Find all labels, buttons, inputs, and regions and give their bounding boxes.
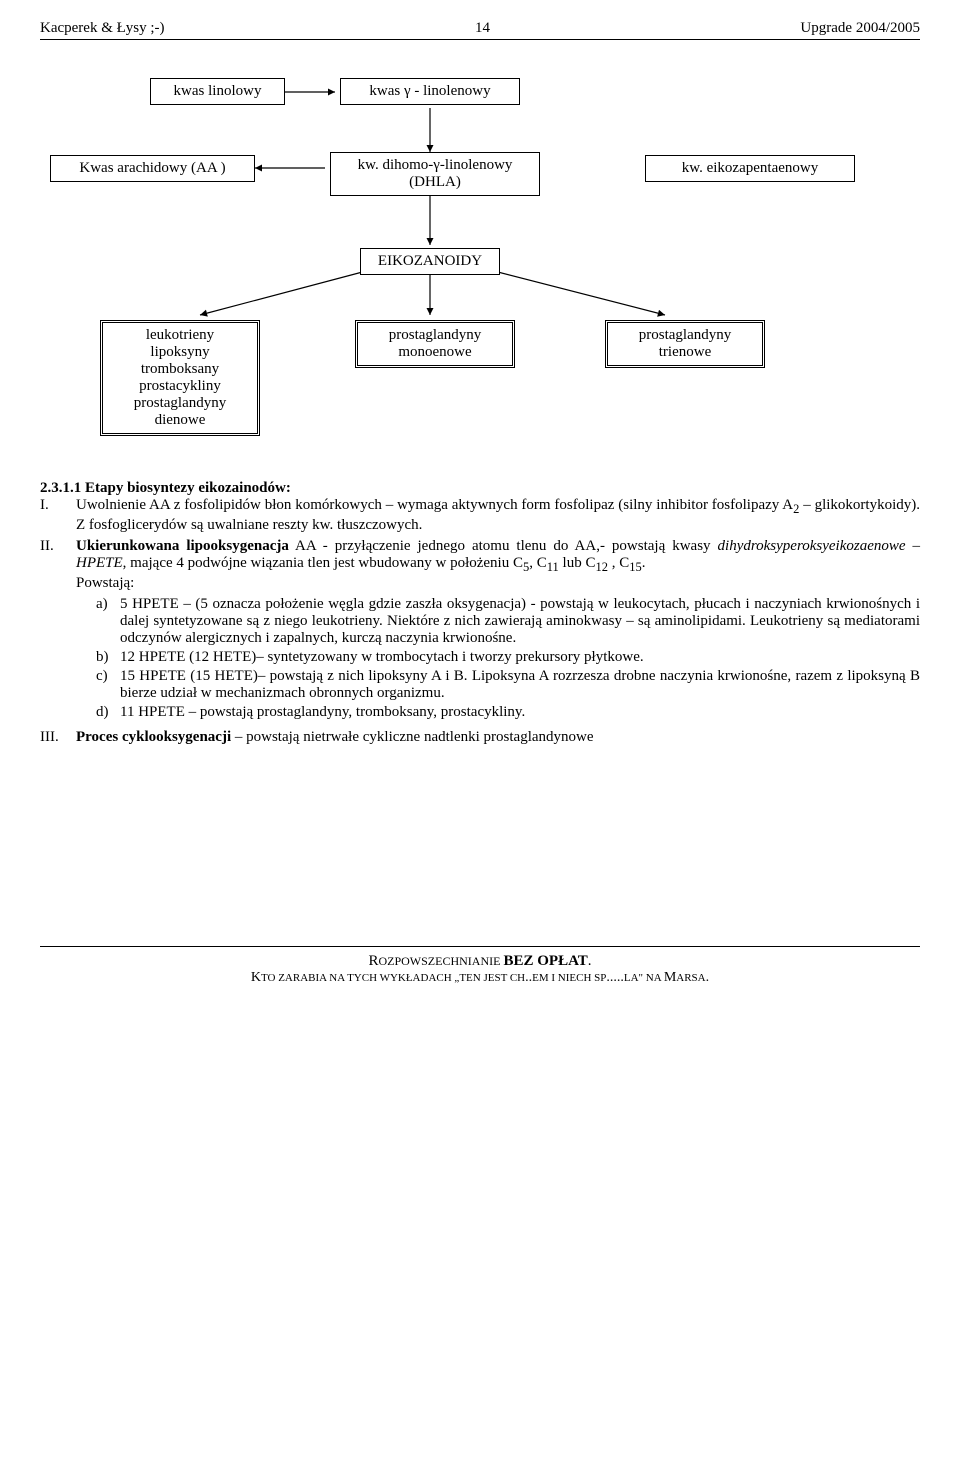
f1-c: BEZ OPŁAT <box>503 953 587 969</box>
item-b: b) 12 HPETE (12 HETE)– syntetyzowany w t… <box>96 649 920 666</box>
label-II: II. <box>40 538 76 725</box>
text-II-s4: 15 <box>629 560 642 574</box>
text-II-powstaja: Powstają: <box>76 575 920 592</box>
label-III: III. <box>40 729 76 746</box>
text-II-a: AA - przyłączenie jednego atomu tlenu do… <box>289 538 718 554</box>
content-c: 15 HPETE (15 HETE)– powstają z nich lipo… <box>120 668 920 702</box>
text-II-s2: 11 <box>547 560 559 574</box>
label-prostaglandyny-3: prostaglandyny <box>616 327 754 344</box>
label-I: I. <box>40 497 76 534</box>
text-II-m1: , C <box>529 555 547 571</box>
label-prostacykliny: prostacykliny <box>111 378 249 395</box>
text-II-bold: Ukierunkowana lipooksygenacja <box>76 538 289 554</box>
item-III: III. Proces cyklooksygenacji – powstają … <box>40 729 920 746</box>
text-II-b: , mające 4 podwójne wiązania tlen jest w… <box>123 555 523 571</box>
box-leukotrieny-group: leukotrieny lipoksyny tromboksany prosta… <box>100 320 260 436</box>
f2-a: K <box>251 970 261 985</box>
label-lipoksyny: lipoksyny <box>111 344 249 361</box>
box-dhla: kw. dihomo-γ-linolenowy (DHLA) <box>330 152 540 196</box>
label-trienowe: trienowe <box>616 344 754 361</box>
f1-d: . <box>588 953 592 969</box>
box-prostaglandyny-monoenowe: prostaglandyny monoenowe <box>355 320 515 368</box>
label-monoenowe: monoenowe <box>366 344 504 361</box>
content-III: Proces cyklooksygenacji – powstają nietr… <box>76 729 920 746</box>
label-kwas-arachidowy: Kwas arachidowy (AA ) <box>79 160 225 176</box>
label-c: c) <box>96 668 120 702</box>
label-b: b) <box>96 649 120 666</box>
f2-c: TEN JEST CH <box>459 972 525 984</box>
content-II: Ukierunkowana lipooksygenacja AA - przył… <box>76 538 920 725</box>
f2-i: M <box>664 970 676 985</box>
box-kwas-arachidowy: Kwas arachidowy (AA ) <box>50 155 255 182</box>
footer-line2: KTO ZARABIA NA TYCH WYKŁADACH „TEN JEST … <box>40 970 920 986</box>
label-tromboksany: tromboksany <box>111 361 249 378</box>
section-title: 2.3.1.1 Etapy biosyntezy eikozainodów: <box>40 480 920 497</box>
f2-f: ..... <box>606 970 624 985</box>
f2-b: TO ZARABIA NA TYCH WYKŁADACH „ <box>261 972 459 984</box>
header-right: Upgrade 2004/2005 <box>800 20 920 37</box>
item-c: c) 15 HPETE (15 HETE)– powstają z nich l… <box>96 668 920 702</box>
f2-g: LA" <box>624 972 646 984</box>
label-a: a) <box>96 596 120 647</box>
header-left: Kacperek & Łysy ;-) <box>40 20 165 37</box>
item-I: I. Uwolnienie AA z fosfolipidów błon kom… <box>40 497 920 534</box>
text-II-s3: 12 <box>595 560 608 574</box>
label-dhla-l1: kw. dihomo-γ-linolenowy <box>339 157 531 174</box>
box-eikozapentaenowy: kw. eikozapentaenowy <box>645 155 855 182</box>
label-kwas-linolowy: kwas linolowy <box>174 83 262 99</box>
label-dhla-l2: (DHLA) <box>339 174 531 191</box>
flow-diagram: kwas linolowy kwas γ - linolenowy Kwas a… <box>40 70 920 460</box>
f2-j: ARSA <box>676 972 705 984</box>
f1-b: OZPOWSZECHNIANIE <box>378 954 503 968</box>
text-II-end: . <box>642 555 646 571</box>
text-III-plain: – powstają nietrwałe cykliczne nadtlenki… <box>231 729 593 745</box>
text-II-m3: , C <box>608 555 629 571</box>
header-center: 14 <box>475 20 490 37</box>
label-prostaglandyny-1: prostaglandyny <box>111 395 249 412</box>
roman-list: I. Uwolnienie AA z fosfolipidów błon kom… <box>40 497 920 746</box>
alpha-list: a) 5 HPETE – (5 oznacza położenie węgla … <box>96 596 920 721</box>
text-I-a: Uwolnienie AA z fosfolipidów błon komórk… <box>76 497 793 513</box>
f2-k: . <box>706 970 710 985</box>
label-prostaglandyny-2: prostaglandyny <box>366 327 504 344</box>
box-prostaglandyny-trienowe: prostaglandyny trienowe <box>605 320 765 368</box>
content-I: Uwolnienie AA z fosfolipidów błon komórk… <box>76 497 920 534</box>
box-eikozanoidy: EIKOZANOIDY <box>360 248 500 275</box>
item-a: a) 5 HPETE – (5 oznacza położenie węgla … <box>96 596 920 647</box>
item-d: d) 11 HPETE – powstają prostaglandyny, t… <box>96 704 920 721</box>
box-kwas-linolowy: kwas linolowy <box>150 78 285 105</box>
f1-a: R <box>368 953 378 969</box>
label-d: d) <box>96 704 120 721</box>
label-leukotrieny: leukotrieny <box>111 327 249 344</box>
f2-h: NA <box>646 972 664 984</box>
footer-line1: ROZPOWSZECHNIANIE BEZ OPŁAT. <box>40 953 920 970</box>
content-a: 5 HPETE – (5 oznacza położenie węgla gdz… <box>120 596 920 647</box>
text-II-m2: lub C <box>559 555 596 571</box>
label-kwas-gamma-linolenowy: kwas γ - linolenowy <box>369 83 490 99</box>
content-b: 12 HPETE (12 HETE)– syntetyzowany w trom… <box>120 649 920 666</box>
text-III-bold: Proces cyklooksygenacji <box>76 729 231 745</box>
item-II: II. Ukierunkowana lipooksygenacja AA - p… <box>40 538 920 725</box>
label-eikozapentaenowy: kw. eikozapentaenowy <box>682 160 818 176</box>
label-dienowe: dienowe <box>111 412 249 429</box>
box-kwas-gamma-linolenowy: kwas γ - linolenowy <box>340 78 520 105</box>
page-footer: ROZPOWSZECHNIANIE BEZ OPŁAT. KTO ZARABIA… <box>40 946 920 986</box>
f2-e: EM I NIECH SP <box>532 972 606 984</box>
label-eikozanoidy: EIKOZANOIDY <box>378 253 482 269</box>
page-header: Kacperek & Łysy ;-) 14 Upgrade 2004/2005 <box>40 20 920 40</box>
content-d: 11 HPETE – powstają prostaglandyny, trom… <box>120 704 920 721</box>
